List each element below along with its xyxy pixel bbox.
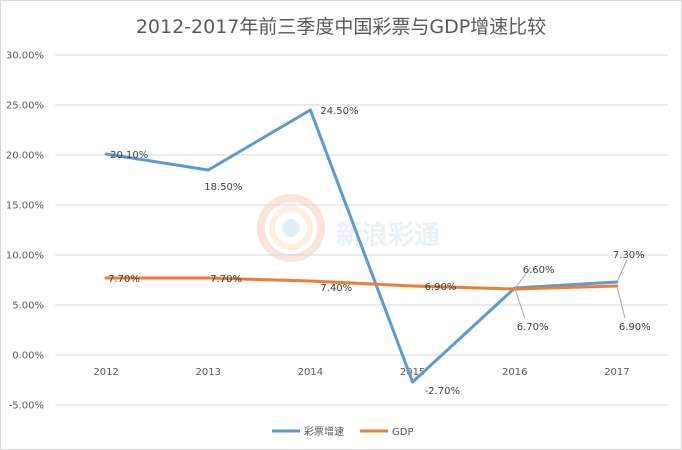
x-tick-label: 2015 (400, 367, 425, 378)
data-label-gdp: 7.70% (108, 274, 140, 285)
data-label-lottery: 20.10% (110, 150, 148, 161)
y-tick-label: 10.00% (6, 251, 44, 262)
legend-label-lottery: 彩票增速 (304, 425, 344, 438)
data-label-lottery: 7.30% (613, 250, 645, 261)
y-tick-label: 15.00% (6, 201, 44, 212)
data-label-lottery: 24.50% (320, 106, 358, 117)
data-label-gdp: 6.60% (523, 265, 555, 276)
legend: 彩票增速 GDP (272, 425, 413, 438)
y-tick-label: 20.00% (6, 151, 44, 162)
data-label-lottery: 6.70% (517, 322, 549, 333)
x-axis-ticks: 2012 2013 2014 2015 2016 2017 (93, 367, 629, 378)
y-tick-label: 30.00% (6, 51, 44, 62)
legend-item-gdp: GDP (360, 427, 413, 438)
y-axis-ticks: -5.00% 0.00% 5.00% 10.00% 15.00% 20.00% 25.00%… (6, 51, 44, 412)
legend-item-lottery: 彩票增速 (272, 425, 344, 438)
x-tick-label: 2016 (502, 367, 527, 378)
series-line-lottery (104, 108, 619, 384)
data-label-lottery: -2.70% (425, 386, 460, 397)
y-tick-label: 25.00% (6, 101, 44, 112)
chart-title: 2012-2017年前三季度中国彩票与GDP增速比较 (136, 16, 546, 38)
x-tick-label: 2017 (604, 367, 629, 378)
watermark-logo: 新浪彩通 (257, 194, 440, 262)
y-tick-label: -5.00% (9, 401, 44, 412)
series-layer (104, 108, 619, 384)
label-leader-line (616, 259, 628, 283)
x-tick-label: 2012 (93, 367, 118, 378)
svg-text:新浪彩通: 新浪彩通 (336, 220, 440, 251)
label-leader-line (616, 285, 626, 319)
data-label-gdp: 7.40% (320, 283, 352, 294)
x-tick-label: 2014 (298, 367, 323, 378)
y-tick-label: 5.00% (12, 301, 44, 312)
data-label-gdp: 6.90% (619, 322, 651, 333)
x-tick-label: 2013 (196, 367, 221, 378)
data-labels: 20.10% 18.50% 24.50% -2.70% 6.70% 7.30% 7.70% 7… (108, 106, 651, 397)
y-tick-label: 0.00% (12, 351, 44, 362)
data-label-lottery: 18.50% (204, 182, 242, 193)
legend-label-gdp: GDP (392, 427, 413, 438)
data-label-gdp: 6.90% (425, 282, 457, 293)
data-label-gdp: 7.70% (210, 274, 242, 285)
label-leader-line (514, 287, 526, 319)
series-line-gdp (104, 276, 619, 291)
gridlines (55, 54, 668, 406)
label-leader-line (514, 266, 532, 290)
